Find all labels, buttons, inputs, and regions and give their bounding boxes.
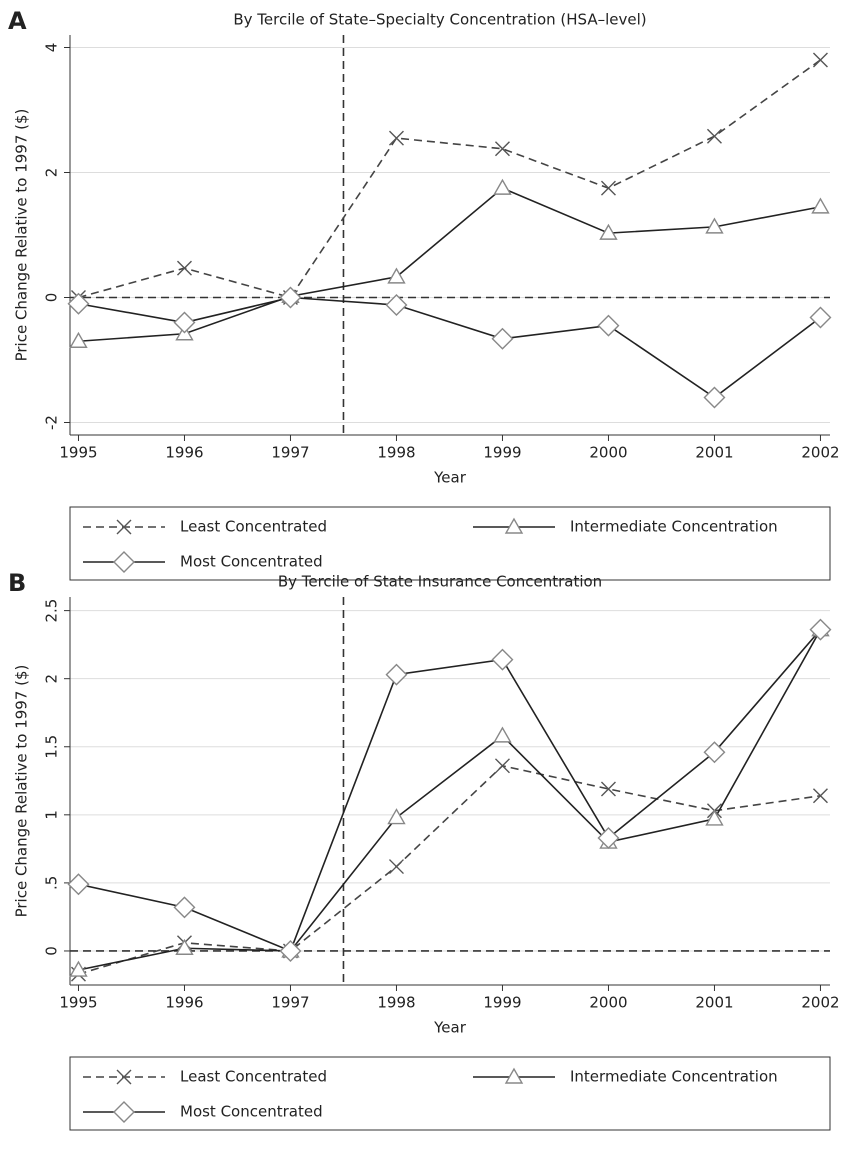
marker-diamond [491,327,514,350]
marker-triangle [705,217,724,234]
marker-diamond [491,648,514,671]
marker-diamond [113,1101,135,1123]
legend-label: Least Concentrated [180,1068,327,1086]
x-tick-label: 1998 [377,994,415,1012]
marker-diamond [67,292,90,315]
x-tick-label: 2000 [589,444,627,462]
x-tick-label: 1999 [483,444,521,462]
marker-diamond [809,618,832,641]
legend-label: Intermediate Concentration [570,1068,778,1086]
marker-diamond [703,386,726,409]
marker-triangle [504,517,524,534]
x-tick-label: 2001 [695,444,733,462]
marker-diamond [173,896,196,919]
marker-x [600,180,616,196]
series-line [78,629,822,971]
marker-diamond [597,314,620,337]
marker-triangle [811,197,830,214]
y-tick-label: .5 [43,876,61,890]
marker-diamond [113,551,135,573]
marker-triangle [599,223,618,240]
marker-x [494,758,510,774]
y-tick-label: 2 [43,674,61,684]
marker-diamond [597,826,620,849]
y-axis-label: Price Change Relative to 1997 ($) [13,109,31,362]
legend-label: Most Concentrated [180,553,323,571]
marker-x [600,781,616,797]
marker-x [706,128,722,144]
marker-x [812,52,828,68]
series-line [78,296,821,399]
x-tick-label: 2001 [695,994,733,1012]
marker-triangle [175,938,194,955]
series-line [78,629,822,953]
x-tick-label: 1996 [165,444,203,462]
y-tick-label: 1 [43,810,61,820]
marker-diamond [279,939,302,962]
marker-triangle [504,1067,524,1084]
chart-title: By Tercile of State Insurance Concentrat… [278,573,602,591]
series-line [78,764,821,975]
marker-x [116,1069,132,1085]
marker-diamond [173,311,196,334]
marker-triangle [705,809,724,826]
y-tick-label: 1.5 [43,735,61,759]
x-tick-label: 1999 [483,994,521,1012]
x-tick-label: 1998 [377,444,415,462]
x-axis-label: Year [433,1019,467,1037]
x-tick-label: 2002 [801,994,839,1012]
marker-x [388,859,404,875]
y-tick-label: -2 [43,415,61,430]
marker-triangle [387,267,406,284]
marker-triangle [69,331,88,348]
y-tick-label: 0 [43,293,61,303]
marker-diamond [809,306,832,329]
marker-triangle [493,726,512,743]
legend-label: Intermediate Concentration [570,518,778,536]
marker-triangle [387,808,406,825]
series-line [78,187,821,343]
x-tick-label: 1995 [59,994,97,1012]
marker-x [494,141,510,157]
legend-box [69,1056,831,1131]
y-tick-label: 4 [43,43,61,53]
marker-diamond [703,741,726,764]
x-axis-label: Year [433,469,467,487]
marker-diamond [67,873,90,896]
y-tick-label: 2 [43,168,61,178]
legend-box [69,506,831,581]
legend-label: Most Concentrated [180,1103,323,1121]
marker-x [116,519,132,535]
marker-diamond [385,663,408,686]
chart-title: By Tercile of State–Specialty Concentrat… [233,11,646,29]
marker-triangle [493,178,512,195]
x-tick-label: 2000 [589,994,627,1012]
x-tick-label: 1997 [271,444,309,462]
panel-letter: A [8,7,27,35]
y-tick-label: 2.5 [43,599,61,623]
marker-x [176,260,192,276]
panel-letter: B [8,569,26,597]
marker-x [388,130,404,146]
x-tick-label: 1996 [165,994,203,1012]
marker-triangle [69,960,88,977]
marker-x [812,788,828,804]
legend-label: Least Concentrated [180,518,327,536]
marker-diamond [279,286,302,309]
y-axis-label: Price Change Relative to 1997 ($) [13,665,31,918]
x-tick-label: 1995 [59,444,97,462]
x-tick-label: 2002 [801,444,839,462]
y-tick-label: 0 [43,946,61,956]
series-line [78,59,821,299]
x-tick-label: 1997 [271,994,309,1012]
marker-diamond [385,294,408,316]
